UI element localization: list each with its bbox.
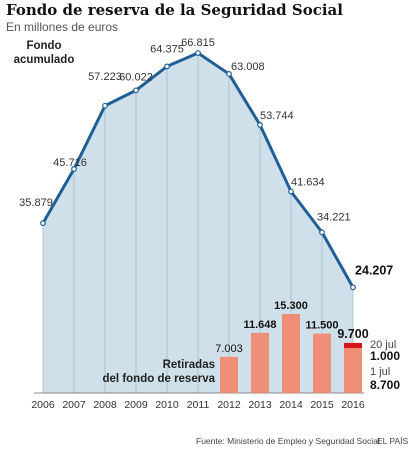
bar-value-label: 7.003 [215, 343, 243, 355]
bar [251, 332, 269, 393]
x-tick-label: 2009 [124, 399, 148, 411]
x-tick-label: 2010 [155, 399, 179, 411]
series-label: Retiradas [163, 359, 215, 371]
line-value-label: 53.744 [260, 110, 294, 122]
x-tick-label: 2011 [187, 399, 210, 411]
breakdown-label: 1 jul [370, 366, 390, 378]
breakdown-value: 1.000 [370, 349, 400, 363]
bar [313, 333, 331, 393]
data-point [288, 188, 294, 195]
data-point [319, 229, 325, 236]
line-value-label: 41.634 [291, 177, 325, 189]
line-value-label: 35.879 [19, 197, 53, 209]
chart-title: Fondo de reserva de la Seguridad Social [6, 1, 343, 19]
series-label: Fondo [26, 40, 61, 52]
data-point [257, 121, 263, 128]
bar-highlight [344, 342, 362, 349]
line-value-label: 64.375 [150, 43, 184, 55]
bar-value-label: 9.700 [337, 327, 368, 341]
x-tick-label: 2014 [279, 399, 303, 411]
line-value-label: 45.716 [53, 157, 87, 169]
chart-subtitle: En millones de euros [6, 20, 119, 34]
bar [220, 356, 238, 393]
line-value-label: 34.221 [317, 211, 351, 223]
line-value-label: 57.223 [88, 71, 122, 83]
bar [344, 348, 362, 393]
x-tick-label: 2007 [62, 399, 86, 411]
data-point [133, 87, 139, 94]
data-point [102, 102, 108, 109]
data-point [195, 50, 201, 56]
data-point [164, 63, 170, 70]
bar-value-label: 11.500 [305, 320, 338, 332]
breakdown-label: 20 jul [370, 339, 396, 351]
bar-value-label: 11.648 [243, 319, 276, 331]
x-tick-label: 2008 [93, 399, 117, 411]
data-point [40, 220, 46, 227]
line-value-label: 63.008 [231, 61, 265, 73]
data-point [350, 284, 356, 291]
line-value-label: 24.207 [355, 263, 393, 277]
x-tick-label: 2006 [31, 399, 55, 411]
x-tick-label: 2013 [248, 399, 272, 411]
data-point [71, 166, 77, 172]
data-point [226, 71, 232, 77]
bar-value-label: 15.300 [274, 300, 308, 312]
x-tick-label: 2015 [310, 399, 334, 411]
x-tick-label: 2016 [341, 399, 365, 411]
line-value-label: 66.815 [181, 37, 215, 49]
line-value-label: 60.022 [119, 71, 153, 83]
series-label: del fondo de reserva [103, 373, 216, 385]
x-tick-label: 2012 [217, 399, 241, 411]
breakdown-value: 8.700 [370, 378, 400, 392]
brand-label: EL PAÍS [377, 436, 409, 446]
source-note: Fuente: Ministerio de Empleo y Seguridad… [196, 436, 383, 446]
bar [282, 314, 300, 393]
series-label: acumulado [14, 54, 75, 66]
